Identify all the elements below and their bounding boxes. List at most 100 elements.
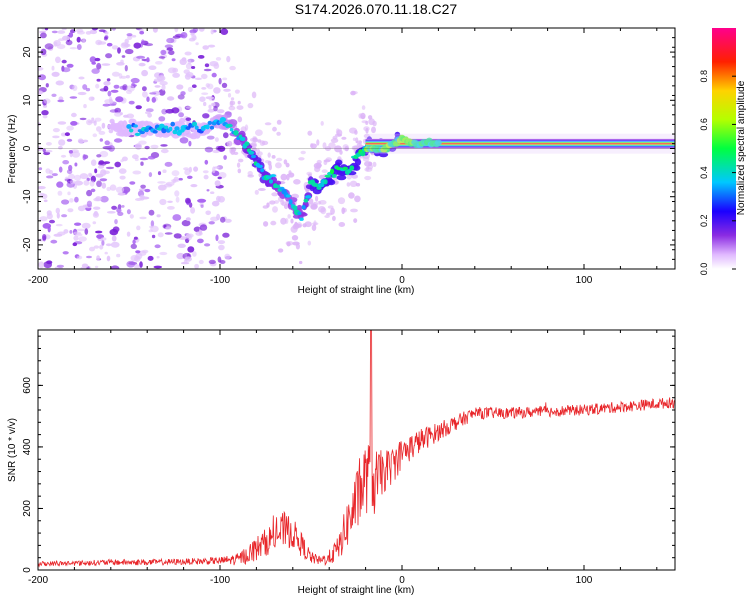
- noise-speck: [63, 229, 69, 234]
- diffuse-speck: [351, 174, 358, 179]
- noise-speck: [51, 173, 58, 177]
- noise-speck: [69, 47, 78, 50]
- noise-speck: [176, 252, 185, 260]
- noise-speck: [208, 221, 215, 225]
- noise-speck: [88, 96, 95, 101]
- noise-speck: [106, 186, 111, 192]
- noise-speck: [165, 226, 172, 230]
- diffuse-speck: [272, 126, 277, 132]
- noise-speck: [82, 139, 89, 143]
- noise-speck: [130, 77, 140, 84]
- noise-speck: [218, 77, 222, 85]
- noise-speck: [60, 154, 67, 158]
- noise-speck: [96, 255, 100, 261]
- diffuse-speck: [247, 170, 253, 177]
- ridge-halo: [353, 165, 361, 171]
- noise-speck: [161, 108, 168, 115]
- noise-speck: [129, 214, 134, 219]
- noise-speck: [132, 239, 136, 245]
- noise-speck: [202, 113, 210, 119]
- noise-speck: [133, 42, 142, 49]
- noise-speck: [51, 30, 58, 34]
- noise-speck: [197, 238, 204, 244]
- noise-speck: [90, 159, 97, 166]
- noise-speck: [112, 226, 120, 233]
- noise-speck: [106, 42, 113, 47]
- diffuse-speck: [338, 222, 346, 227]
- noise-speck: [159, 251, 168, 256]
- noise-speck: [41, 110, 49, 116]
- noise-speck: [178, 112, 185, 118]
- ridge-core: [288, 199, 293, 205]
- noise-speck: [97, 41, 107, 45]
- noise-speck: [96, 154, 102, 158]
- diffuse-speck: [293, 273, 299, 276]
- noise-speck: [124, 48, 134, 55]
- noise-speck: [153, 78, 162, 83]
- diffuse-speck: [280, 173, 288, 181]
- diffuse-speck: [307, 240, 312, 246]
- noise-speck: [184, 51, 192, 56]
- noise-speck: [93, 197, 100, 202]
- diffuse-speck: [361, 120, 368, 124]
- diffuse-speck: [288, 172, 295, 178]
- noise-speck: [71, 112, 77, 118]
- diffuse-speck: [320, 207, 327, 215]
- noise-speck: [185, 62, 193, 70]
- noise-speck: [135, 252, 143, 260]
- diffuse-speck: [330, 138, 339, 144]
- spectrogram-x-ticks: -200 -100 0 100: [28, 28, 658, 286]
- diffuse-speck: [291, 235, 299, 241]
- noise-speck: [200, 204, 204, 208]
- noise-speck: [57, 121, 67, 125]
- noise-speck: [172, 214, 182, 221]
- diffuse-speck: [307, 173, 312, 177]
- noise-speck: [114, 161, 121, 168]
- ridge-core: [292, 205, 298, 212]
- diffuse-speck: [293, 179, 301, 185]
- diffuse-speck: [237, 168, 242, 174]
- noise-speck: [93, 210, 98, 217]
- ridge-core: [174, 126, 180, 131]
- noise-speck: [161, 84, 166, 91]
- snr-series-line: [38, 330, 675, 568]
- noise-speck: [197, 55, 205, 59]
- noise-speck: [105, 53, 113, 59]
- ridge-core: [331, 173, 337, 178]
- noise-speck: [136, 225, 141, 231]
- diffuse-speck: [258, 188, 266, 191]
- ridge-core: [330, 168, 335, 175]
- noise-speck: [191, 66, 196, 69]
- noise-speck: [66, 63, 74, 68]
- diffuse-speck: [274, 200, 279, 204]
- noise-speck: [125, 75, 130, 79]
- ridge-core: [323, 179, 328, 185]
- diffuse-speck: [308, 198, 314, 205]
- noise-speck: [203, 101, 207, 107]
- diffuse-speck: [353, 218, 358, 224]
- noise-speck: [87, 172, 93, 178]
- y-tick-label: 0: [22, 567, 33, 573]
- noise-speck: [56, 181, 64, 188]
- y-tick-label: 20: [22, 46, 33, 58]
- noise-speck: [89, 29, 98, 35]
- noise-speck: [210, 216, 219, 222]
- noise-speck: [167, 200, 173, 203]
- ridge-halo: [137, 121, 145, 127]
- noise-speck: [178, 177, 183, 181]
- diffuse-speck: [285, 241, 294, 246]
- ridge-halo: [378, 152, 389, 158]
- noise-speck: [119, 175, 126, 180]
- diffuse-speck: [350, 208, 358, 213]
- noise-speck: [84, 228, 89, 235]
- noise-speck: [101, 239, 105, 246]
- noise-speck: [67, 208, 74, 213]
- noise-speck: [110, 265, 120, 269]
- noise-speck: [81, 222, 91, 229]
- noise-speck: [110, 241, 120, 248]
- noise-speck: [97, 161, 107, 166]
- noise-speck: [100, 237, 107, 241]
- noise-speck: [56, 44, 66, 50]
- diffuse-speck: [348, 192, 355, 199]
